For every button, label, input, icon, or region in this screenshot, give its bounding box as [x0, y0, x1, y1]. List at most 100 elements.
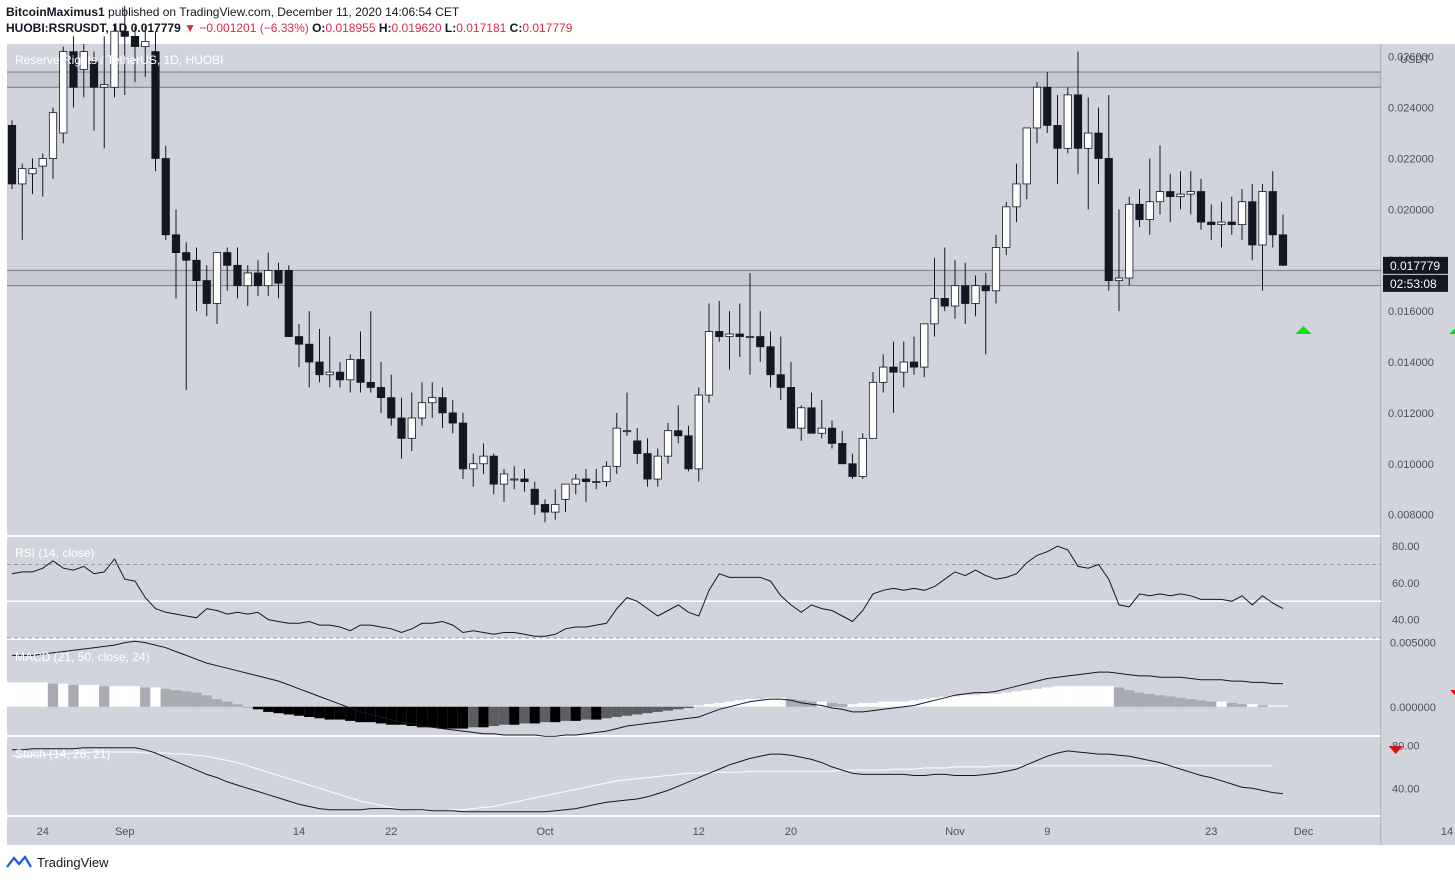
candle[interactable] — [674, 405, 683, 444]
candle[interactable] — [284, 265, 293, 337]
candle[interactable] — [479, 443, 488, 474]
candle[interactable] — [1135, 189, 1144, 228]
candle[interactable] — [725, 311, 734, 370]
candle[interactable] — [325, 336, 334, 388]
candle[interactable] — [110, 23, 119, 98]
candle[interactable] — [1278, 214, 1288, 266]
candle[interactable] — [397, 397, 406, 459]
author-name[interactable]: BitcoinMaximus1 — [6, 5, 105, 19]
candle[interactable] — [59, 46, 68, 144]
candle[interactable] — [7, 120, 17, 190]
candle[interactable] — [1176, 171, 1185, 210]
candle[interactable] — [807, 392, 816, 434]
candle[interactable] — [930, 257, 939, 337]
candle[interactable] — [264, 252, 273, 296]
candle[interactable] — [274, 262, 283, 299]
candle[interactable] — [1227, 196, 1236, 235]
rsi-line[interactable] — [11, 545, 1284, 637]
candle[interactable] — [704, 303, 714, 403]
candle[interactable] — [376, 362, 386, 413]
candle[interactable] — [581, 468, 591, 502]
candle[interactable] — [592, 468, 601, 490]
candle[interactable] — [1237, 189, 1247, 240]
candle[interactable] — [622, 392, 632, 436]
price-axis[interactable]: 0.0260000.0240000.0220000.0200000.018000… — [1383, 52, 1448, 796]
candle[interactable] — [233, 247, 242, 299]
candle[interactable] — [1043, 71, 1052, 134]
candle[interactable] — [797, 405, 806, 441]
candle[interactable] — [694, 387, 703, 482]
macd-pane[interactable] — [6, 640, 1455, 737]
candle[interactable] — [981, 272, 990, 355]
candle[interactable] — [961, 262, 970, 324]
candle[interactable] — [756, 311, 765, 363]
time-axis[interactable]: 24 Sep 14 22 Oct 12 20 Nov 9 23 Dec 14 — [37, 826, 1454, 838]
candle[interactable] — [1196, 178, 1206, 230]
candle[interactable] — [520, 468, 529, 492]
candle[interactable] — [1104, 94, 1113, 291]
candle[interactable] — [130, 26, 140, 83]
candle[interactable] — [786, 362, 796, 429]
candle[interactable] — [366, 311, 375, 393]
candle[interactable] — [920, 323, 929, 378]
candle[interactable] — [1145, 158, 1154, 235]
tradingview-footer[interactable]: TradingView — [6, 854, 109, 870]
candle[interactable] — [551, 489, 560, 520]
candle[interactable] — [643, 438, 652, 487]
candle[interactable] — [858, 433, 867, 480]
candle[interactable] — [991, 234, 1001, 304]
candle[interactable] — [141, 26, 150, 78]
candle[interactable] — [940, 247, 949, 312]
candle[interactable] — [1166, 173, 1175, 223]
candle[interactable] — [540, 499, 550, 523]
stoch-k-line[interactable] — [12, 747, 1284, 813]
candle[interactable] — [69, 36, 78, 108]
horizontal-zones[interactable] — [7, 71, 1381, 287]
macd-line[interactable] — [12, 640, 1283, 737]
candle[interactable] — [776, 336, 785, 401]
candle[interactable] — [602, 461, 611, 487]
candle[interactable] — [294, 323, 304, 368]
candle[interactable] — [335, 362, 345, 388]
candle[interactable] — [1248, 183, 1257, 261]
candle[interactable] — [838, 430, 847, 465]
candle[interactable] — [346, 354, 355, 393]
candle[interactable] — [18, 163, 27, 240]
candle[interactable] — [151, 31, 160, 172]
candle[interactable] — [28, 158, 37, 195]
candle[interactable] — [612, 412, 621, 474]
candle[interactable] — [1268, 171, 1277, 248]
candle[interactable] — [38, 153, 47, 197]
candlestick-series[interactable] — [7, 5, 1455, 523]
price-chart[interactable]: 0.0260000.0240000.0220000.0200000.018000… — [0, 0, 1455, 850]
candle[interactable] — [1073, 51, 1083, 174]
candle[interactable] — [745, 272, 755, 375]
candle[interactable] — [899, 341, 908, 388]
candle[interactable] — [1217, 201, 1226, 248]
candle[interactable] — [356, 331, 365, 393]
symbol-label[interactable]: HUOBI:RSRUSDT, 1D — [6, 21, 128, 35]
candle[interactable] — [89, 51, 99, 131]
candle[interactable] — [1032, 82, 1042, 144]
candle[interactable] — [510, 466, 519, 490]
candle[interactable] — [1207, 204, 1216, 240]
candle[interactable] — [315, 328, 324, 383]
candle[interactable] — [192, 247, 201, 312]
candle[interactable] — [1094, 107, 1103, 184]
candle[interactable] — [653, 448, 662, 487]
candle[interactable] — [161, 145, 170, 240]
candle[interactable] — [438, 387, 447, 429]
candle[interactable] — [120, 5, 129, 95]
candle[interactable] — [909, 336, 919, 375]
candle[interactable] — [499, 468, 509, 502]
candle[interactable] — [305, 311, 314, 388]
candle[interactable] — [1155, 145, 1165, 215]
candle[interactable] — [489, 453, 498, 495]
candle[interactable] — [571, 473, 580, 495]
candle[interactable] — [171, 209, 181, 299]
candle[interactable] — [827, 420, 837, 449]
stoch-d-line[interactable] — [12, 751, 1273, 812]
candle[interactable] — [950, 260, 960, 319]
candle[interactable] — [868, 372, 878, 439]
candle[interactable] — [428, 382, 437, 418]
